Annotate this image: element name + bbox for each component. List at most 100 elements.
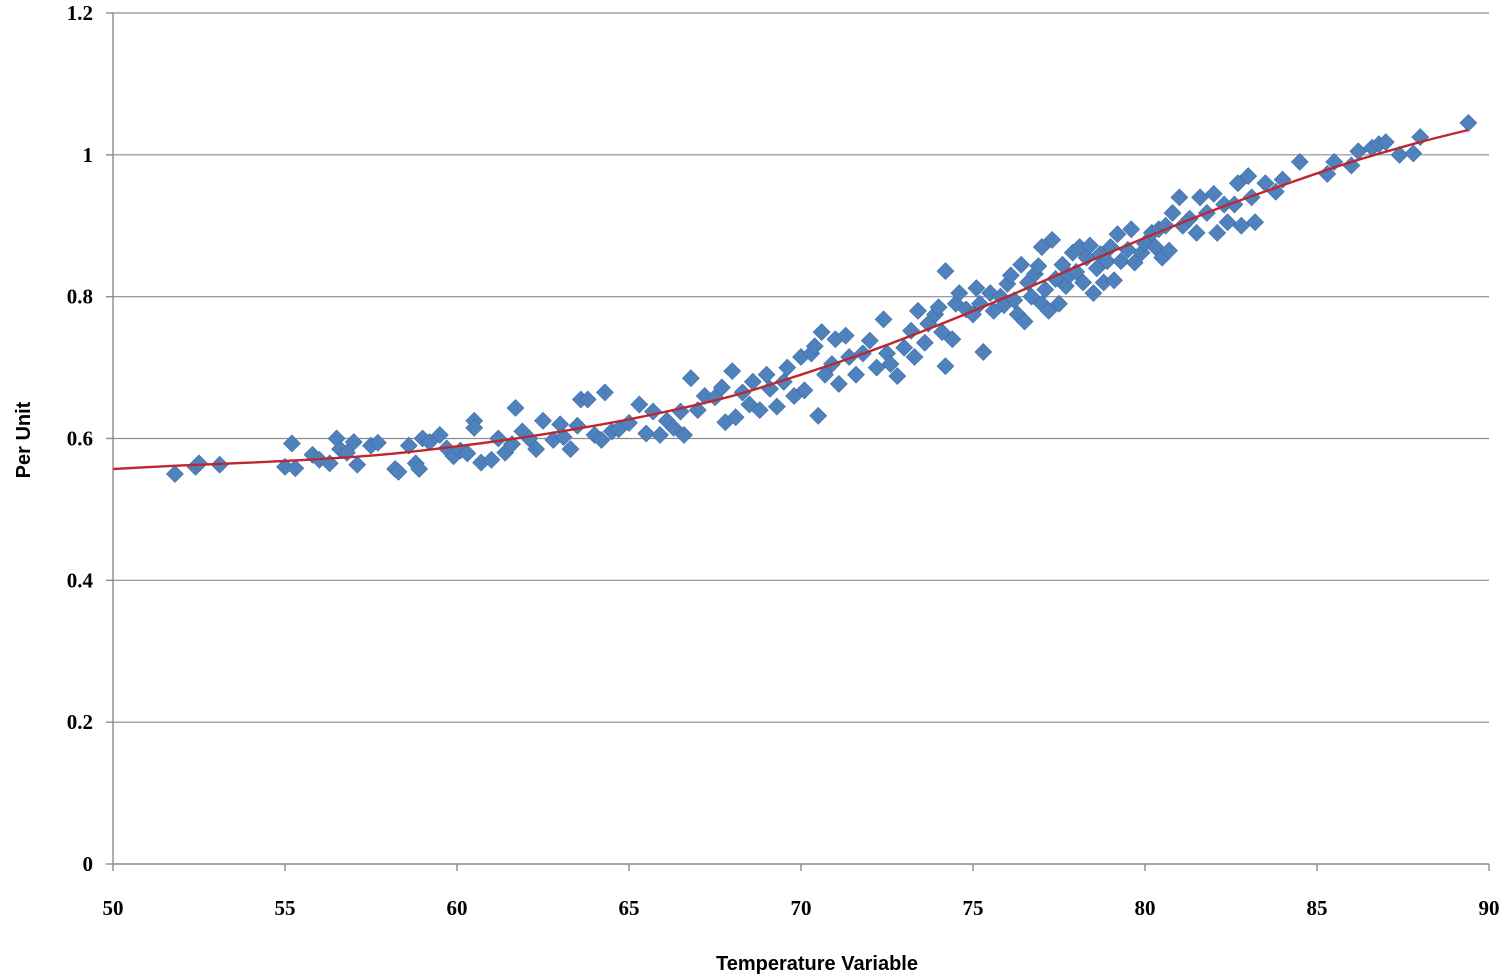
data-point [637, 424, 656, 443]
trendline [112, 128, 1469, 471]
y-axis-title: Per Unit [13, 401, 35, 478]
data-point [726, 408, 745, 427]
data-point [482, 450, 501, 469]
data-point [595, 383, 614, 402]
data-point [1204, 184, 1223, 203]
data-point [1246, 213, 1265, 232]
data-point [881, 355, 900, 373]
data-point [1105, 271, 1123, 290]
data-point [915, 333, 934, 352]
data-point [458, 444, 477, 463]
data-point [967, 279, 986, 298]
axes [112, 13, 1490, 871]
data-point [630, 395, 649, 414]
data-point [1001, 266, 1020, 285]
data-point [190, 454, 208, 473]
gridlines [106, 12, 1489, 865]
data-point [1187, 223, 1206, 242]
data-point [1012, 255, 1031, 274]
data-point [282, 434, 301, 453]
data-point [644, 402, 663, 421]
data-point [1098, 252, 1117, 271]
x-tick-label: 60 [447, 896, 468, 920]
data-point [1084, 284, 1103, 303]
y-tick-label: 1 [83, 143, 94, 167]
data-point [1111, 252, 1130, 271]
x-tick-label: 75 [963, 896, 984, 920]
data-point [465, 418, 484, 437]
data-point [936, 357, 955, 376]
data-point [909, 301, 927, 320]
data-point [1146, 238, 1165, 256]
data-point [651, 426, 669, 444]
data-point [399, 436, 418, 455]
data-point [929, 298, 948, 317]
data-point [671, 402, 690, 421]
data-point [867, 358, 886, 377]
data-point [1208, 223, 1227, 242]
y-tick-label: 0.2 [67, 710, 93, 734]
data-point [1050, 294, 1068, 313]
data-points [165, 113, 1478, 483]
data-point [860, 331, 879, 350]
data-point [410, 460, 429, 478]
data-point [1043, 231, 1062, 249]
data-point [344, 433, 363, 451]
x-tick-label: 70 [791, 896, 812, 920]
data-point [767, 397, 786, 416]
x-tick-label: 80 [1135, 896, 1156, 920]
data-point [895, 338, 914, 357]
data-point [829, 374, 848, 393]
x-tick-label: 90 [1479, 896, 1500, 920]
data-point [1232, 216, 1251, 235]
data-point [1122, 220, 1141, 239]
data-point [778, 358, 797, 377]
data-point [368, 433, 387, 452]
data-point [568, 416, 587, 435]
x-tick-label: 55 [275, 896, 296, 920]
data-point [805, 337, 824, 356]
data-point [506, 399, 525, 417]
x-tick-label: 85 [1307, 896, 1328, 920]
data-point [1074, 273, 1093, 292]
data-point [286, 459, 305, 478]
data-point [712, 378, 731, 397]
y-tick-label: 0.8 [67, 285, 93, 309]
data-point [592, 430, 611, 449]
data-point [534, 411, 552, 430]
data-point [888, 367, 907, 386]
data-point [688, 401, 707, 420]
data-point [348, 455, 367, 474]
data-point [1163, 204, 1182, 222]
data-point [816, 365, 835, 384]
data-point [902, 321, 921, 340]
y-tick-label: 0 [83, 852, 94, 876]
data-point [303, 445, 322, 464]
x-axis-tick-labels: 50 55 60 65 70 75 80 85 90 [103, 896, 1500, 920]
data-point [1036, 280, 1055, 299]
data-point [974, 343, 993, 361]
data-point [936, 262, 955, 281]
data-point [1290, 153, 1309, 171]
data-point [1191, 188, 1209, 207]
data-point [1459, 113, 1478, 132]
y-tick-label: 1.2 [67, 1, 93, 25]
data-point [836, 326, 855, 345]
y-tick-label: 0.4 [67, 568, 94, 592]
data-point [165, 465, 184, 483]
data-point [561, 440, 580, 459]
data-point [389, 462, 408, 481]
data-point [681, 369, 700, 388]
data-point [970, 294, 989, 313]
data-point [809, 406, 828, 425]
y-axis-tick-labels: 0 0.2 0.4 0.6 0.8 1 1.2 [67, 1, 94, 876]
data-point [1022, 287, 1041, 306]
data-point [943, 330, 962, 349]
data-point [675, 426, 693, 444]
data-point [1160, 241, 1179, 260]
data-point [757, 365, 776, 384]
data-point [1170, 188, 1189, 207]
data-point [1390, 145, 1409, 164]
data-point [1404, 144, 1423, 163]
